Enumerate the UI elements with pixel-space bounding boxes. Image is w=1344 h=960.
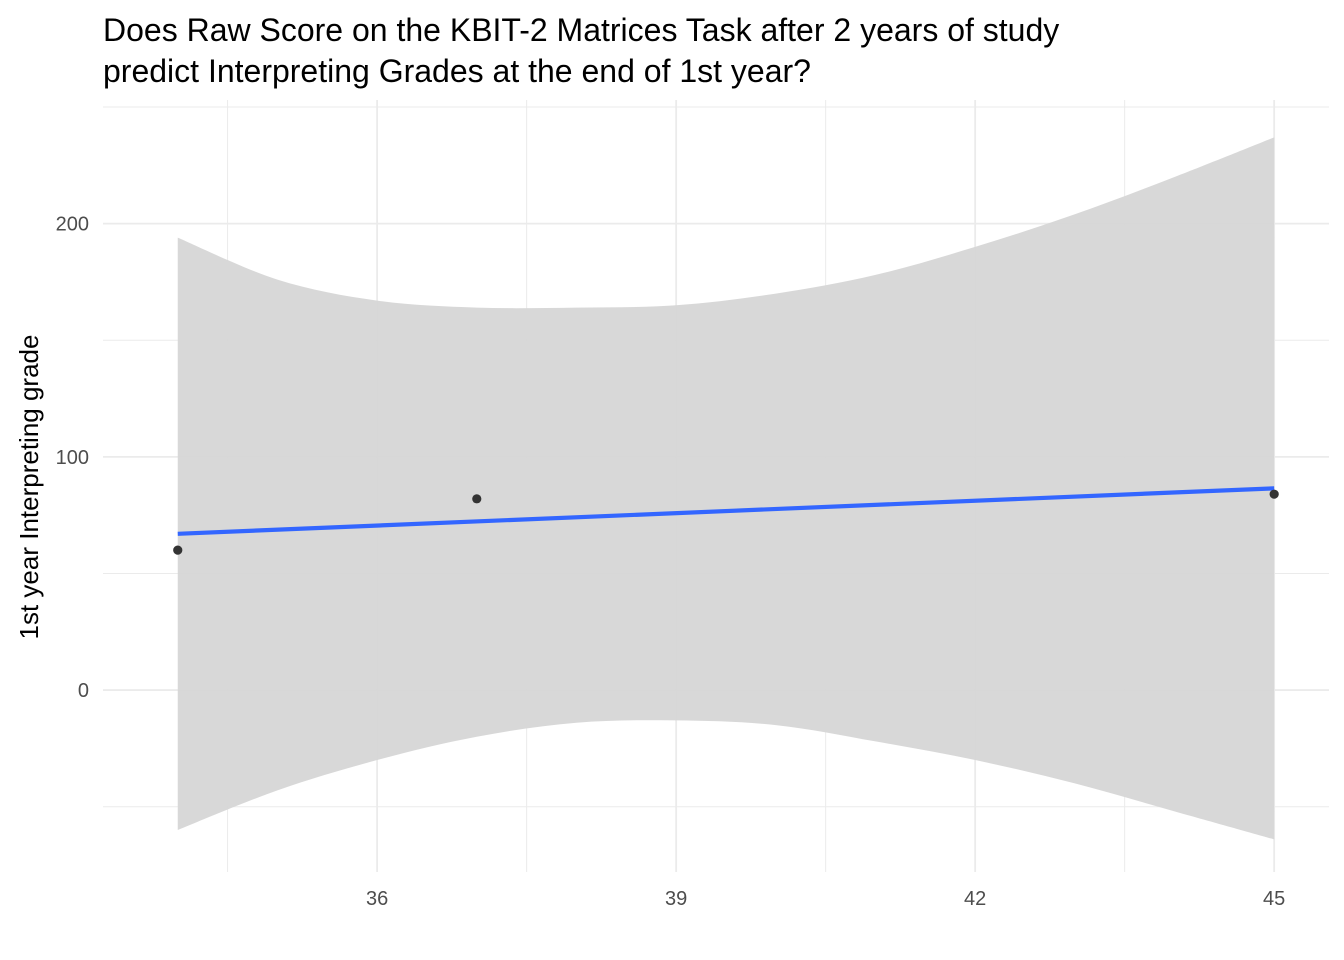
x-tick-label: 45: [1263, 888, 1285, 910]
y-axis-title: 1st year Interpreting grade: [14, 335, 44, 640]
x-tick-label: 39: [665, 888, 687, 910]
regression-line-layer: [177, 486, 1275, 536]
confidence-band: [177, 137, 1275, 840]
chart-title-line-1: Does Raw Score on the KBIT-2 Matrices Ta…: [103, 12, 1059, 48]
tick-labels: 36 39 42 45 0 100 200: [56, 214, 1286, 910]
confidence-band-layer: [177, 137, 1275, 840]
y-tick-label: 200: [56, 214, 89, 236]
data-points: [173, 489, 1279, 555]
x-tick-label: 42: [964, 888, 986, 910]
data-point: [1269, 489, 1279, 499]
y-tick-label: 0: [78, 680, 89, 702]
chart-title-line-2: predict Interpreting Grades at the end o…: [103, 53, 811, 89]
data-point: [173, 545, 183, 555]
regression-line: [177, 486, 1275, 536]
data-point: [472, 494, 482, 504]
y-tick-label: 100: [56, 447, 89, 469]
x-tick-label: 36: [366, 888, 388, 910]
